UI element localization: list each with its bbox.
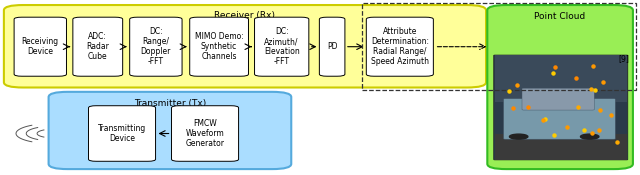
Text: FMCW
Waveform
Generator: FMCW Waveform Generator (186, 119, 225, 148)
Bar (362, 3, 636, 90)
Bar (495, 134, 627, 160)
Text: Transmitting
Device: Transmitting Device (98, 124, 146, 143)
Text: Transmitter (Tx): Transmitter (Tx) (134, 99, 206, 108)
FancyBboxPatch shape (522, 88, 595, 110)
Text: PD: PD (327, 42, 337, 51)
FancyBboxPatch shape (493, 55, 628, 160)
FancyBboxPatch shape (88, 106, 156, 161)
Text: DC:
Azimuth/
Elevation
-FFT: DC: Azimuth/ Elevation -FFT (264, 27, 300, 66)
FancyBboxPatch shape (504, 99, 615, 139)
FancyBboxPatch shape (172, 106, 239, 161)
Text: ADC:
Radar
Cube: ADC: Radar Cube (86, 32, 109, 61)
FancyBboxPatch shape (49, 92, 291, 169)
FancyBboxPatch shape (73, 17, 123, 76)
Circle shape (509, 134, 528, 139)
FancyBboxPatch shape (14, 17, 67, 76)
Text: DC:
Range/
Doppler
-FFT: DC: Range/ Doppler -FFT (141, 27, 171, 66)
Text: Point Cloud: Point Cloud (534, 12, 586, 21)
Text: [9]: [9] (619, 54, 630, 63)
FancyBboxPatch shape (4, 5, 486, 88)
FancyBboxPatch shape (130, 17, 182, 76)
FancyBboxPatch shape (487, 5, 633, 169)
Text: Receiver (Rx): Receiver (Rx) (214, 11, 275, 20)
FancyBboxPatch shape (319, 17, 345, 76)
FancyBboxPatch shape (255, 17, 309, 76)
Text: Attribute
Determination:
Radial Range/
Speed Azimuth: Attribute Determination: Radial Range/ S… (371, 27, 429, 66)
Bar (495, 55, 627, 102)
Circle shape (580, 134, 599, 139)
Text: MIMO Demo:
Synthetic
Channels: MIMO Demo: Synthetic Channels (195, 32, 243, 61)
FancyBboxPatch shape (189, 17, 248, 76)
Text: Receiving
Device: Receiving Device (22, 37, 59, 56)
FancyBboxPatch shape (366, 17, 433, 76)
